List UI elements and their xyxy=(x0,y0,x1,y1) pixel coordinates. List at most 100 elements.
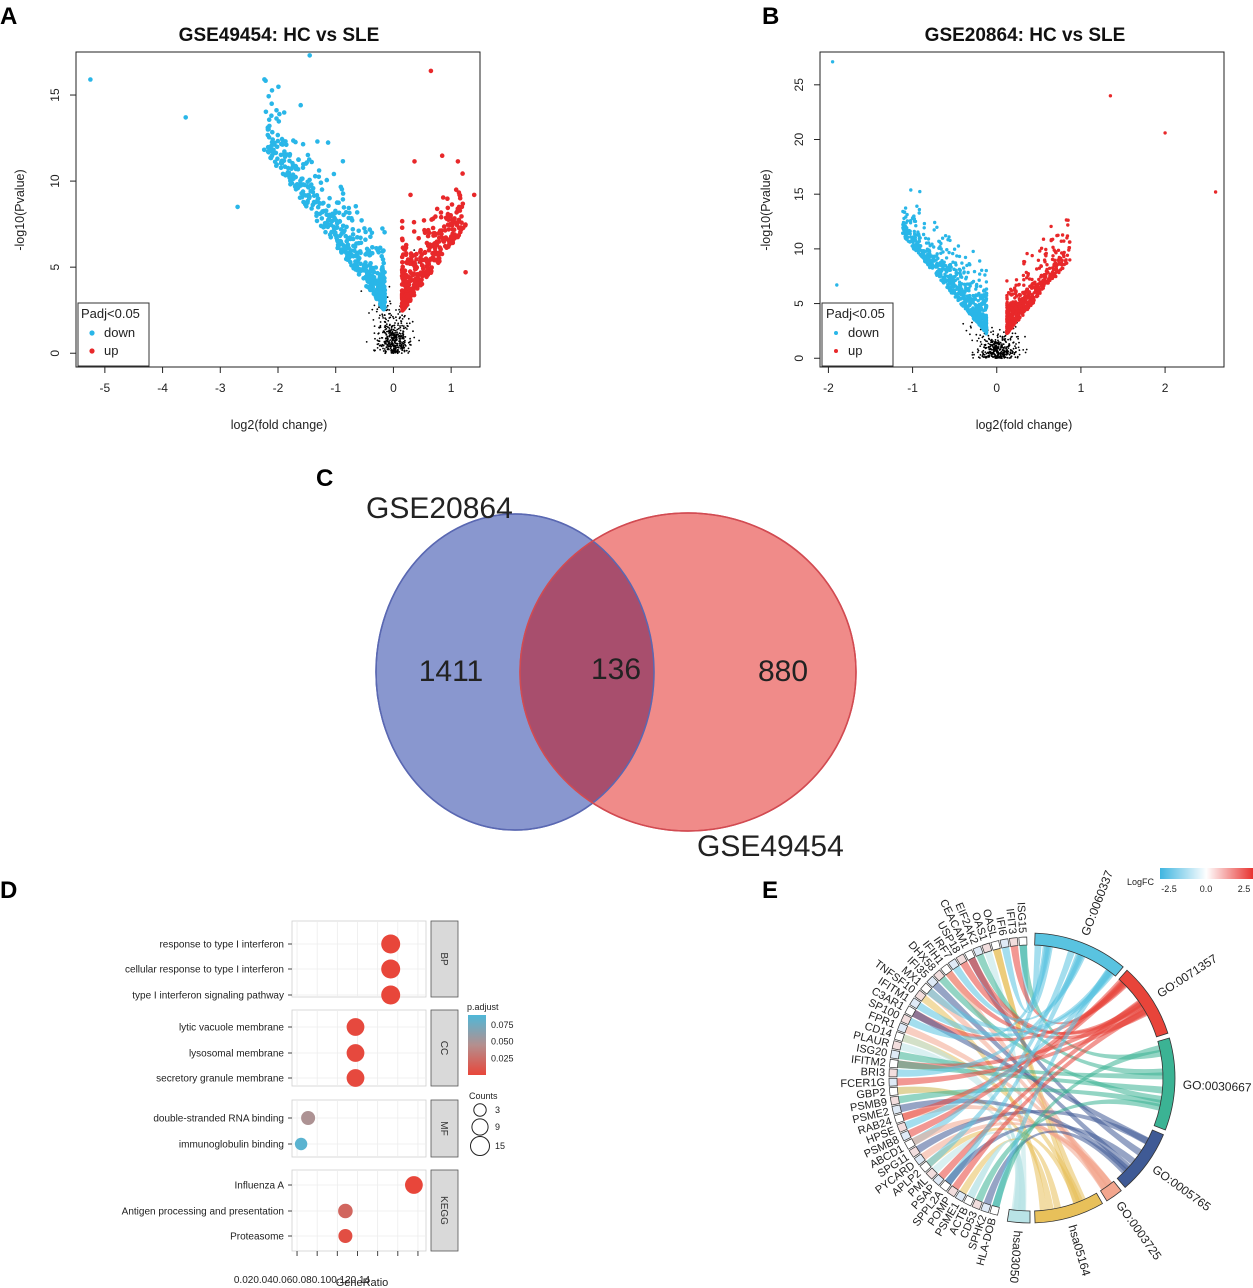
volcano-point-ns xyxy=(382,344,385,347)
y-tick-label: 10 xyxy=(792,242,806,256)
volcano-point-up xyxy=(455,234,461,240)
volcano-point-down xyxy=(331,226,337,232)
volcano-point-up xyxy=(444,216,450,221)
volcano-point-up xyxy=(1037,277,1041,282)
volcano-point-ns xyxy=(404,326,407,329)
volcano-point-up xyxy=(1024,289,1029,293)
volcano-point-ns xyxy=(393,329,396,332)
volcano-point-up xyxy=(1009,314,1013,319)
volcano-point-up xyxy=(1032,285,1037,290)
volcano-point-down xyxy=(375,270,380,276)
volcano-point-up xyxy=(1020,296,1025,301)
volcano-point-ns xyxy=(388,313,390,315)
volcano-point-down xyxy=(933,220,937,225)
volcano-point-ns xyxy=(994,355,997,357)
volcano-point-down xyxy=(359,268,365,273)
volcano-point-up xyxy=(1005,315,1009,319)
volcano-point-ns xyxy=(397,322,400,325)
venn-set-gse49454-outline xyxy=(519,512,857,832)
volcano-point-up xyxy=(401,307,406,312)
volcano-point-down xyxy=(278,161,284,166)
volcano-a-legend: Padj<0.05 down up xyxy=(77,302,150,367)
volcano-point-up xyxy=(404,260,409,265)
chord-gene-box xyxy=(980,1202,992,1214)
volcano-point-down xyxy=(320,201,325,206)
chord-logfc-legend-title: LogFC xyxy=(1127,877,1155,887)
volcano-a-legend-up-swatch xyxy=(89,348,95,354)
volcano-point-down xyxy=(912,229,916,234)
volcano-point-ns xyxy=(1013,353,1016,356)
volcano-a-legend-box xyxy=(77,302,150,367)
volcano-point-up xyxy=(1038,249,1042,253)
volcano-point-up xyxy=(442,228,448,233)
volcano-a-legend-up-label: up xyxy=(104,343,118,358)
volcano-point-ns xyxy=(392,350,395,352)
volcano-point-up xyxy=(1108,94,1113,98)
volcano-point-down xyxy=(378,278,383,284)
volcano-point-up xyxy=(438,214,444,220)
volcano-point-ns xyxy=(397,346,400,349)
volcano-point-down xyxy=(329,229,334,235)
volcano-point-ns xyxy=(390,334,392,337)
volcano-point-up xyxy=(400,281,405,287)
dotplot-term-label: lysosomal membrane xyxy=(189,1049,284,1060)
volcano-point-down xyxy=(298,183,304,188)
volcano-point-ns xyxy=(982,353,984,356)
y-tick-label: 0 xyxy=(792,355,806,362)
volcano-point-down xyxy=(914,224,918,228)
volcano-point-up xyxy=(403,252,409,257)
volcano-point-ns xyxy=(1013,352,1016,354)
volcano-b-xlabel: log2(fold change) xyxy=(976,418,1073,432)
chord-gene-box xyxy=(914,989,927,1002)
dotplot-term-label: immunoglobulin binding xyxy=(179,1140,284,1151)
volcano-point-ns xyxy=(1024,351,1027,354)
volcano-point-down xyxy=(976,299,980,303)
volcano-point-up xyxy=(1038,291,1042,295)
volcano-point-ns xyxy=(401,318,404,320)
volcano-point-ns xyxy=(1018,341,1020,344)
volcano-point-ns xyxy=(404,345,407,347)
volcano-point-ns xyxy=(995,344,998,347)
volcano-point-down xyxy=(356,272,362,277)
volcano-point-ns xyxy=(999,335,1002,338)
volcano-point-up xyxy=(422,227,427,233)
volcano-point-ns xyxy=(984,351,987,353)
volcano-point-down xyxy=(926,260,931,265)
volcano-point-down xyxy=(905,226,909,230)
volcano-point-ns xyxy=(396,344,399,347)
volcano-point-up xyxy=(1048,266,1052,270)
volcano-point-up xyxy=(1055,233,1059,238)
volcano-b-title: GSE20864: HC vs SLE xyxy=(925,25,1126,46)
volcano-point-ns xyxy=(391,332,393,335)
volcano-point-ns xyxy=(1003,335,1006,338)
volcano-point-up xyxy=(1051,237,1055,241)
volcano-point-down xyxy=(265,132,271,138)
volcano-point-down xyxy=(933,264,938,269)
volcano-point-ns xyxy=(1006,345,1008,348)
volcano-point-ns xyxy=(992,340,994,342)
volcano-point-down xyxy=(315,196,321,201)
volcano-point-down xyxy=(381,299,386,304)
volcano-point-ns xyxy=(973,353,975,356)
chord-gene-label: ISG20 xyxy=(855,1042,888,1059)
volcano-point-up xyxy=(1035,267,1039,271)
volcano-point-down xyxy=(971,279,976,284)
volcano-point-down xyxy=(978,312,983,316)
volcano-point-up xyxy=(1027,290,1032,294)
volcano-point-ns xyxy=(984,356,987,359)
volcano-point-down xyxy=(266,127,271,132)
volcano-point-down xyxy=(380,226,385,231)
volcano-point-up xyxy=(403,245,409,251)
volcano-point-down xyxy=(924,241,929,245)
volcano-point-down xyxy=(974,287,978,291)
volcano-point-down xyxy=(928,264,932,268)
volcano-point-down xyxy=(936,263,941,268)
volcano-point-ns xyxy=(388,335,391,338)
volcano-point-down xyxy=(907,240,912,244)
volcano-point-up xyxy=(1051,254,1055,258)
volcano-point-down xyxy=(374,246,379,251)
volcano-b-legend-title: Padj<0.05 xyxy=(826,306,885,321)
volcano-a-legend-down-swatch xyxy=(89,330,95,336)
volcano-point-ns xyxy=(971,339,974,342)
volcano-point-ns xyxy=(398,344,401,346)
